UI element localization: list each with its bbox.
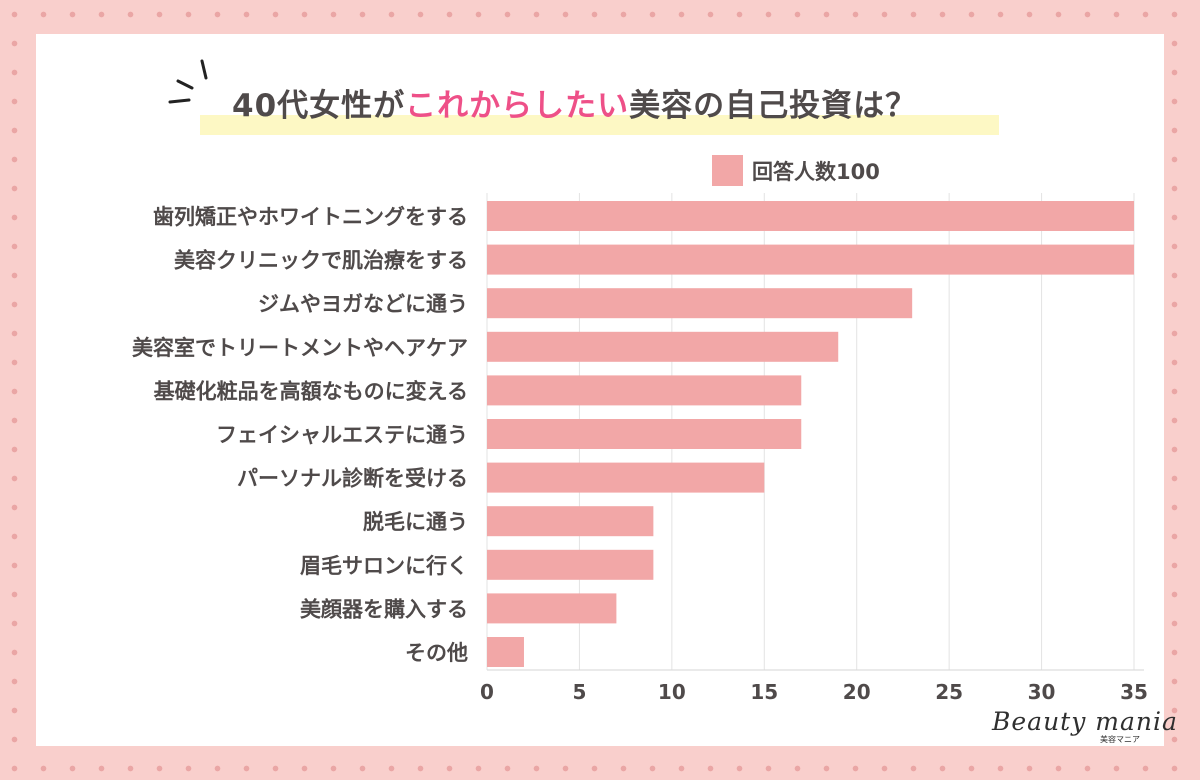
x-tick-label: 0 bbox=[480, 680, 494, 704]
sparkle-icon bbox=[168, 59, 208, 104]
category-label: 美容クリニックで肌治療をする bbox=[174, 249, 468, 273]
category-label: 眉毛サロンに行く bbox=[300, 554, 468, 578]
bar bbox=[487, 419, 802, 449]
logo-name: Beauty mania bbox=[992, 707, 1178, 736]
legend-swatch bbox=[712, 155, 743, 186]
category-label: フェイシャルエステに通う bbox=[216, 423, 468, 447]
category-label: 美容室でトリートメントやヘアケア bbox=[132, 336, 468, 360]
x-tick-label: 30 bbox=[1028, 680, 1056, 704]
bar bbox=[487, 462, 765, 493]
bar bbox=[487, 201, 1134, 231]
x-tick-label: 25 bbox=[935, 680, 963, 704]
category-label: パーソナル診断を受ける bbox=[237, 467, 468, 491]
category-label: 美顔器を購入する bbox=[300, 597, 468, 621]
title-prefix: 40代女性が bbox=[232, 88, 406, 124]
bar bbox=[487, 593, 617, 624]
bar bbox=[487, 375, 802, 406]
brand-logo: Beauty mania 美容マニア bbox=[992, 708, 1178, 744]
x-tick-label: 5 bbox=[572, 680, 586, 704]
chart-title: 40代女性がこれからしたい美容の自己投資は？ bbox=[232, 80, 917, 124]
title-suffix: 美容の自己投資は？ bbox=[629, 88, 918, 124]
logo-sub: 美容マニア bbox=[1099, 735, 1140, 744]
x-tick-label: 35 bbox=[1120, 680, 1148, 704]
bar bbox=[487, 549, 654, 580]
x-tick-label: 15 bbox=[750, 680, 778, 704]
bar bbox=[487, 637, 524, 667]
category-label: 脱毛に通う bbox=[363, 510, 468, 534]
category-label: 基礎化粧品を高額なものに変える bbox=[154, 379, 468, 403]
bar bbox=[487, 288, 913, 319]
bar bbox=[487, 244, 1134, 275]
category-label: 歯列矯正やホワイトニングをする bbox=[153, 205, 468, 229]
x-tick-label: 20 bbox=[843, 680, 871, 704]
legend-label: 回答人数100 bbox=[752, 160, 880, 184]
bar bbox=[487, 506, 654, 537]
category-label: ジムやヨガなどに通う bbox=[258, 292, 468, 316]
category-label: その他 bbox=[405, 641, 468, 665]
title-highlight bbox=[200, 115, 999, 135]
bar bbox=[487, 331, 839, 362]
x-tick-label: 10 bbox=[658, 680, 686, 704]
title-highlight-text: これからしたい bbox=[405, 88, 630, 124]
